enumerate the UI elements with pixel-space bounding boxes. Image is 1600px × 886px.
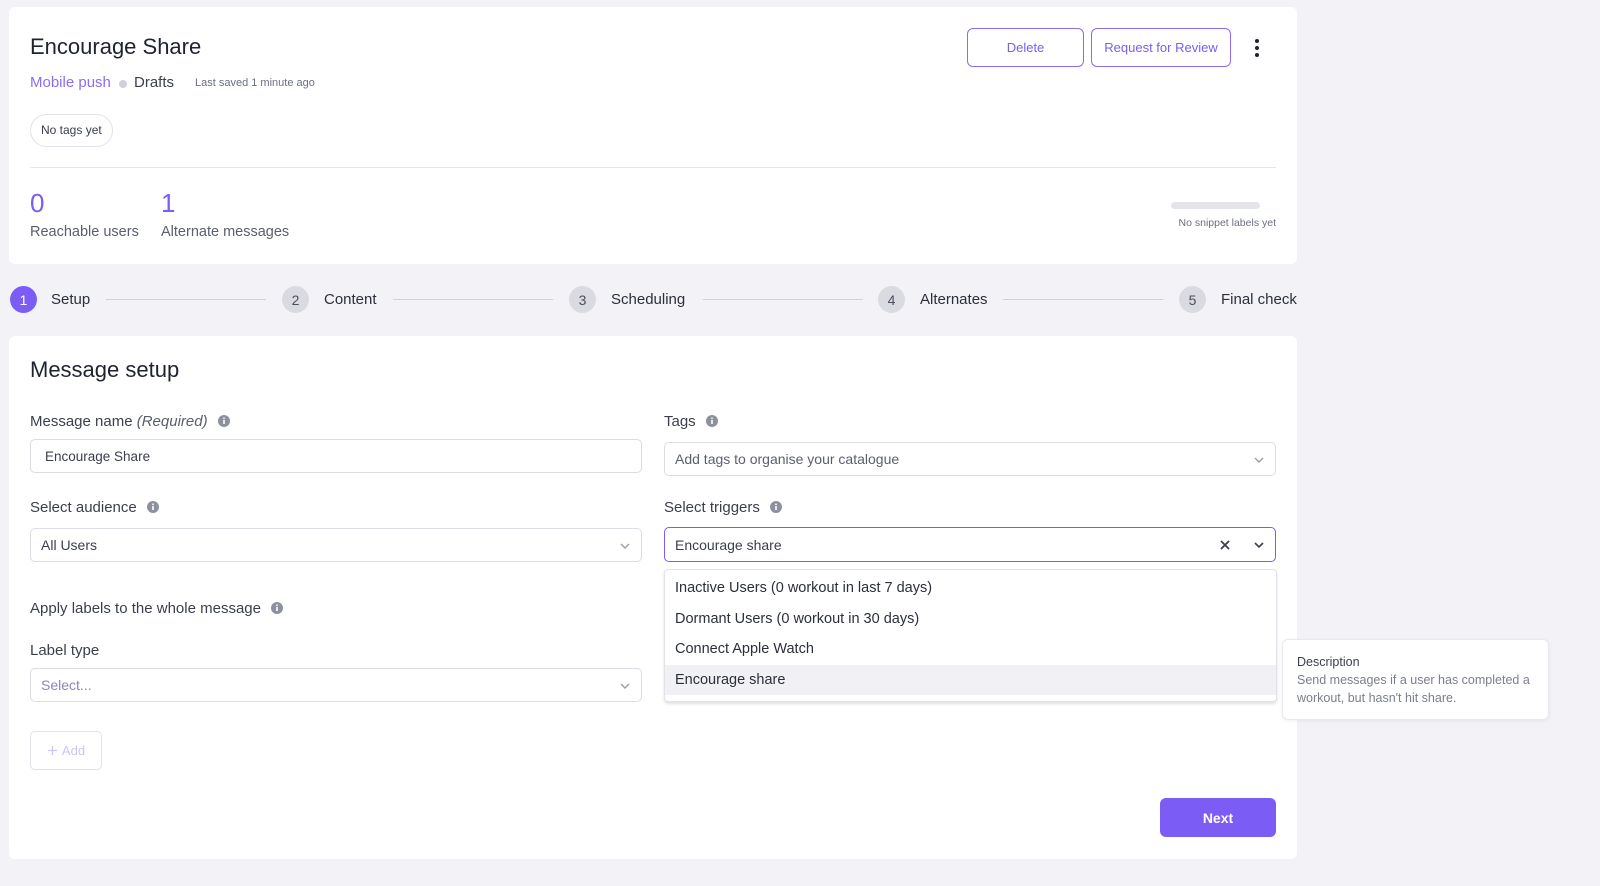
label-type-label: Label type: [30, 642, 100, 659]
tooltip-title: Description: [1297, 655, 1360, 669]
step-setup[interactable]: Setup: [51, 291, 91, 308]
triggers-value: Encourage share: [675, 536, 782, 553]
last-saved: Last saved 1 minute ago: [195, 77, 315, 89]
stat-alternates-label: Alternate messages: [161, 224, 290, 240]
info-icon[interactable]: [271, 602, 284, 614]
step-4-circle[interactable]: 4: [878, 286, 905, 313]
tooltip-text: Send messages if a user has completed a …: [1297, 673, 1530, 705]
channel-link[interactable]: Mobile push: [30, 74, 111, 91]
step-alternates[interactable]: Alternates: [920, 291, 988, 308]
info-icon[interactable]: [146, 501, 159, 513]
tags-select[interactable]: Add tags to organise your catalogue: [664, 442, 1276, 476]
next-button[interactable]: Next: [1160, 798, 1276, 837]
audience-value: All Users: [41, 537, 98, 553]
delete-button[interactable]: Delete: [967, 28, 1084, 67]
divider: [30, 167, 1276, 168]
chevron-down-icon[interactable]: [1253, 539, 1265, 551]
label-type-placeholder: Select...: [41, 677, 92, 693]
required-hint: (Required): [136, 413, 208, 430]
status-label: Drafts: [134, 74, 175, 91]
separator-dot: [119, 80, 127, 88]
triggers-label: Select triggers: [664, 499, 783, 516]
snippet-labels-bar: [1171, 202, 1260, 209]
tags-placeholder: Add tags to organise your catalogue: [675, 451, 900, 467]
message-name-label: Message name (Required): [30, 413, 230, 430]
step-connector: [1003, 299, 1163, 300]
clear-icon[interactable]: [1219, 539, 1231, 551]
step-connector: [703, 299, 863, 300]
page-title: Encourage Share: [30, 34, 202, 59]
step-scheduling[interactable]: Scheduling: [611, 291, 686, 308]
plus-icon: [47, 746, 57, 755]
trigger-option[interactable]: Connect Apple Watch: [675, 641, 814, 658]
request-review-button[interactable]: Request for Review: [1091, 28, 1231, 67]
triggers-text: Select triggers: [664, 499, 760, 516]
step-3-circle[interactable]: 3: [569, 286, 596, 313]
triggers-dropdown-menu: Inactive Users (0 workout in last 7 days…: [664, 569, 1277, 702]
audience-label: Select audience: [30, 499, 159, 516]
step-2-circle[interactable]: 2: [282, 286, 309, 313]
step-5-circle[interactable]: 5: [1179, 286, 1206, 313]
stat-reachable-label: Reachable users: [30, 224, 139, 240]
step-final-check[interactable]: Final check: [1221, 291, 1297, 308]
audience-select[interactable]: All Users: [30, 528, 642, 562]
trigger-option[interactable]: Inactive Users (0 workout in last 7 days…: [675, 580, 933, 597]
apply-labels-text: Apply labels to the whole message: [30, 600, 261, 617]
more-options-icon[interactable]: [1252, 38, 1262, 58]
add-label-text: Add: [61, 743, 86, 758]
message-name-text: Message name: [30, 413, 133, 430]
description-tooltip: Description Send messages if a user has …: [1282, 639, 1549, 720]
info-icon[interactable]: [770, 501, 783, 513]
message-name-input[interactable]: Encourage Share: [30, 439, 642, 473]
step-connector: [106, 299, 266, 300]
add-label-button[interactable]: Add: [30, 731, 102, 770]
section-title: Message setup: [30, 357, 180, 382]
snippet-labels-empty: No snippet labels yet: [1178, 217, 1276, 229]
step-content[interactable]: Content: [324, 291, 377, 308]
chevron-down-icon: [1254, 457, 1264, 463]
info-icon[interactable]: [705, 415, 718, 427]
stat-reachable-value: 0: [30, 188, 45, 218]
tags-label: Tags: [664, 413, 718, 430]
triggers-select[interactable]: Encourage share: [664, 527, 1276, 562]
message-header-card: Encourage Share Mobile push Drafts Last …: [9, 7, 1297, 264]
tags-text: Tags: [664, 413, 696, 430]
tags-chip[interactable]: No tags yet: [30, 114, 113, 147]
step-connector: [393, 299, 553, 300]
audience-text: Select audience: [30, 499, 137, 516]
chevron-down-icon: [620, 683, 630, 689]
label-type-select[interactable]: Select...: [30, 668, 642, 702]
trigger-option[interactable]: Dormant Users (0 workout in 30 days): [675, 610, 920, 627]
info-icon[interactable]: [217, 415, 230, 427]
apply-labels-heading: Apply labels to the whole message: [30, 600, 284, 617]
stat-alternates-value: 1: [161, 188, 176, 218]
chevron-down-icon: [620, 543, 630, 549]
trigger-option-selected[interactable]: Encourage share: [665, 664, 1276, 695]
step-1-circle[interactable]: 1: [10, 286, 37, 313]
